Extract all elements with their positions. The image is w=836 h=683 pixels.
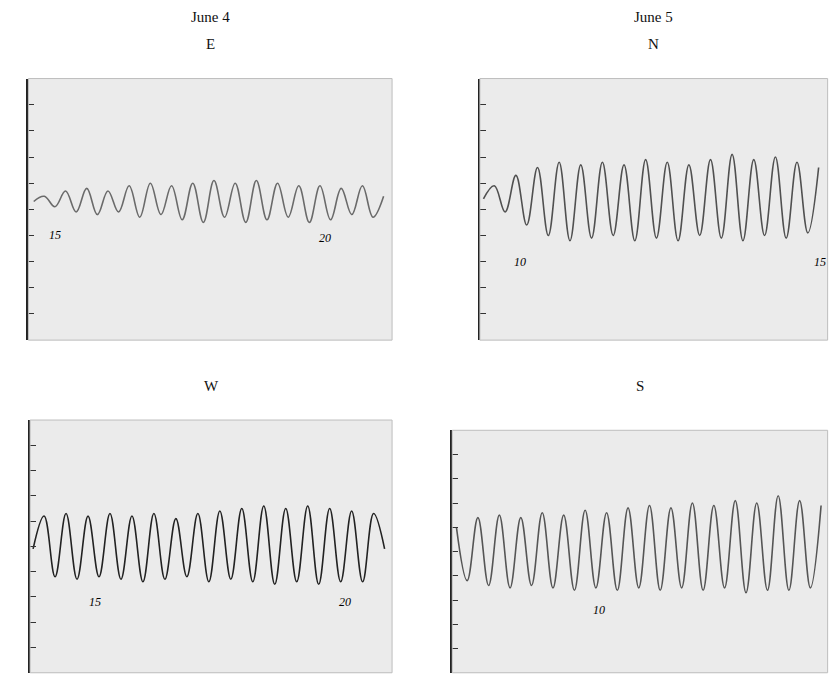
svg-text:10: 10 [593,603,605,617]
svg-text:S: S [636,378,644,394]
svg-text:E: E [206,36,215,52]
svg-text:June 5: June 5 [634,9,673,25]
svg-text:15: 15 [814,255,826,269]
svg-text:June 4: June 4 [191,9,230,25]
svg-text:W: W [204,378,219,394]
svg-text:15: 15 [49,228,61,242]
svg-text:20: 20 [319,231,331,245]
svg-text:15: 15 [89,595,101,609]
svg-text:20: 20 [339,595,351,609]
svg-text:N: N [648,36,659,52]
svg-text:10: 10 [514,255,526,269]
